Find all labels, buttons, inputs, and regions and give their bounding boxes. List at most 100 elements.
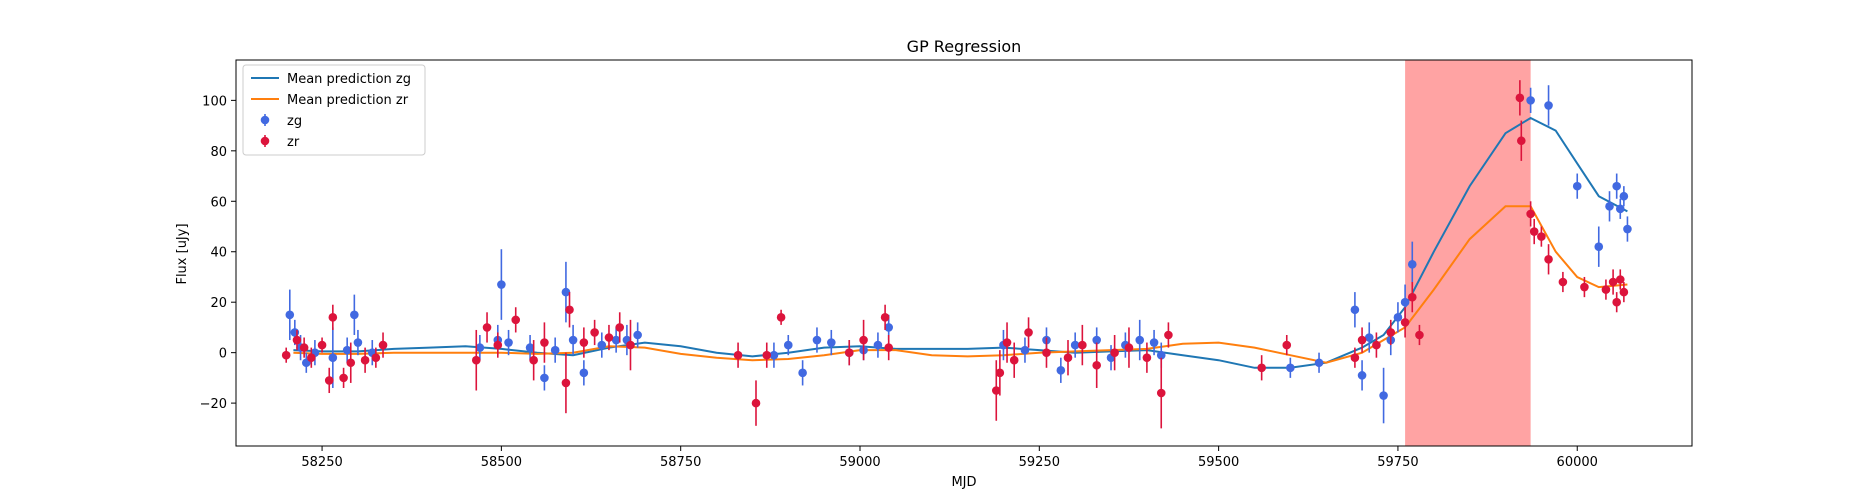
data-point — [633, 330, 642, 340]
data-point — [285, 310, 295, 320]
data-point — [1515, 93, 1525, 103]
data-point — [1124, 343, 1134, 352]
data-point — [1516, 136, 1526, 146]
data-point — [1092, 360, 1101, 370]
y-axis-label: Flux [uJy] — [175, 223, 190, 284]
data-point — [1580, 282, 1589, 292]
axes: 58250 58500 58750 59000 59250 59500 59750 60000… — [200, 59, 1693, 470]
legend-label: Mean prediction zg — [287, 72, 411, 87]
data-point — [371, 353, 381, 362]
plot-frame — [235, 59, 1693, 447]
data-point — [1364, 333, 1374, 342]
data-point — [1619, 191, 1629, 201]
legend-label: zg — [287, 114, 302, 129]
legend-box — [242, 64, 426, 156]
data-point — [1002, 338, 1012, 347]
data-point — [328, 353, 338, 362]
data-point — [1149, 338, 1159, 347]
data-point — [1612, 181, 1621, 191]
x-tick-label: 60000 — [1557, 455, 1598, 470]
legend-label: Mean prediction zr — [287, 93, 409, 108]
data-point — [1615, 275, 1625, 284]
data-point — [1156, 350, 1166, 360]
data-point — [1286, 363, 1295, 373]
data-point — [827, 338, 836, 347]
data-point — [1020, 345, 1030, 355]
data-point — [1379, 391, 1388, 400]
data-point — [550, 345, 560, 355]
data-point — [1529, 227, 1539, 236]
data-point — [1070, 340, 1080, 350]
data-point — [1350, 305, 1360, 315]
data-point — [511, 315, 521, 325]
data-point — [1537, 232, 1546, 241]
legend-entry: zr — [260, 135, 300, 150]
data-point — [776, 313, 786, 322]
data-point — [1142, 353, 1152, 362]
legend-swatch-marker — [260, 115, 270, 125]
data-point — [1063, 353, 1073, 362]
data-point — [812, 335, 822, 345]
data-point — [324, 376, 334, 385]
data-point — [604, 333, 614, 342]
data-point — [1400, 318, 1410, 327]
data-point — [844, 348, 854, 357]
data-point — [1056, 366, 1066, 375]
y-tick-label: 20 — [210, 296, 227, 311]
data-point — [353, 338, 363, 347]
data-point — [540, 373, 549, 383]
data-point — [597, 340, 607, 350]
data-point — [751, 398, 761, 408]
data-point — [1526, 209, 1535, 219]
data-point — [1615, 204, 1625, 214]
data-point — [475, 343, 485, 352]
data-point — [762, 350, 772, 360]
y-tick-label: 60 — [210, 195, 227, 210]
data-point — [991, 386, 1001, 395]
data-point — [1544, 101, 1553, 110]
data-point — [299, 343, 309, 352]
data-point — [1164, 330, 1173, 340]
data-point — [561, 287, 571, 297]
y-tick-label: 100 — [202, 94, 227, 109]
data-point — [1605, 202, 1614, 211]
data-point — [346, 358, 356, 368]
x-tick-label: 58750 — [660, 455, 701, 470]
data-point — [1407, 292, 1417, 302]
data-point — [1135, 335, 1145, 345]
data-point — [1357, 335, 1367, 345]
y-tick-label: −20 — [200, 397, 227, 412]
data-point — [339, 373, 348, 383]
data-point — [568, 335, 578, 345]
legend-label: zr — [287, 135, 300, 150]
x-tick-label: 59500 — [1198, 455, 1239, 470]
data-point — [615, 323, 625, 332]
data-point — [579, 368, 589, 378]
data-point — [579, 338, 589, 347]
highlight-region — [1405, 60, 1531, 446]
data-point — [292, 335, 302, 345]
data-point — [1386, 328, 1396, 337]
data-point — [590, 328, 599, 337]
data-point — [783, 340, 793, 350]
data-point — [378, 340, 388, 350]
data-point — [859, 335, 868, 345]
data-point — [1594, 242, 1604, 251]
data-point — [1092, 335, 1101, 345]
data-point — [1009, 355, 1019, 365]
data-point — [1619, 287, 1629, 297]
data-point — [493, 340, 503, 350]
data-point — [733, 350, 743, 360]
x-tick-label: 59750 — [1377, 455, 1418, 470]
data-point — [1558, 277, 1568, 287]
data-point — [1572, 181, 1582, 191]
data-point — [1407, 260, 1417, 269]
legend-entry: Mean prediction zr — [251, 93, 409, 108]
data-point — [873, 340, 883, 350]
y-tick-label: 0 — [219, 347, 227, 362]
data-point — [1372, 340, 1381, 350]
data-point — [350, 310, 359, 320]
data-point — [281, 350, 291, 360]
data-point — [1393, 313, 1403, 322]
chart-title: GP Regression — [907, 37, 1022, 56]
